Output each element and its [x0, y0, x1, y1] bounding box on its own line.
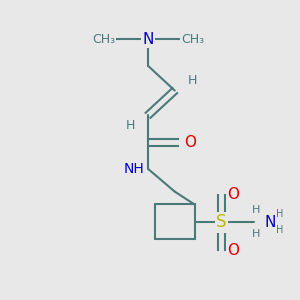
Text: S: S	[216, 213, 226, 231]
Text: H: H	[188, 74, 197, 87]
Text: N: N	[142, 32, 154, 46]
Text: O: O	[227, 187, 239, 202]
Text: O: O	[227, 243, 239, 258]
Text: NH: NH	[124, 162, 145, 176]
Text: H: H	[125, 119, 135, 132]
Text: H: H	[252, 206, 260, 215]
Text: CH₃: CH₃	[181, 32, 204, 46]
Text: H: H	[252, 229, 260, 239]
Text: N: N	[264, 215, 276, 230]
Text: CH₃: CH₃	[92, 32, 115, 46]
Text: H: H	[276, 209, 284, 219]
Text: O: O	[184, 135, 196, 150]
Text: H: H	[276, 225, 284, 235]
